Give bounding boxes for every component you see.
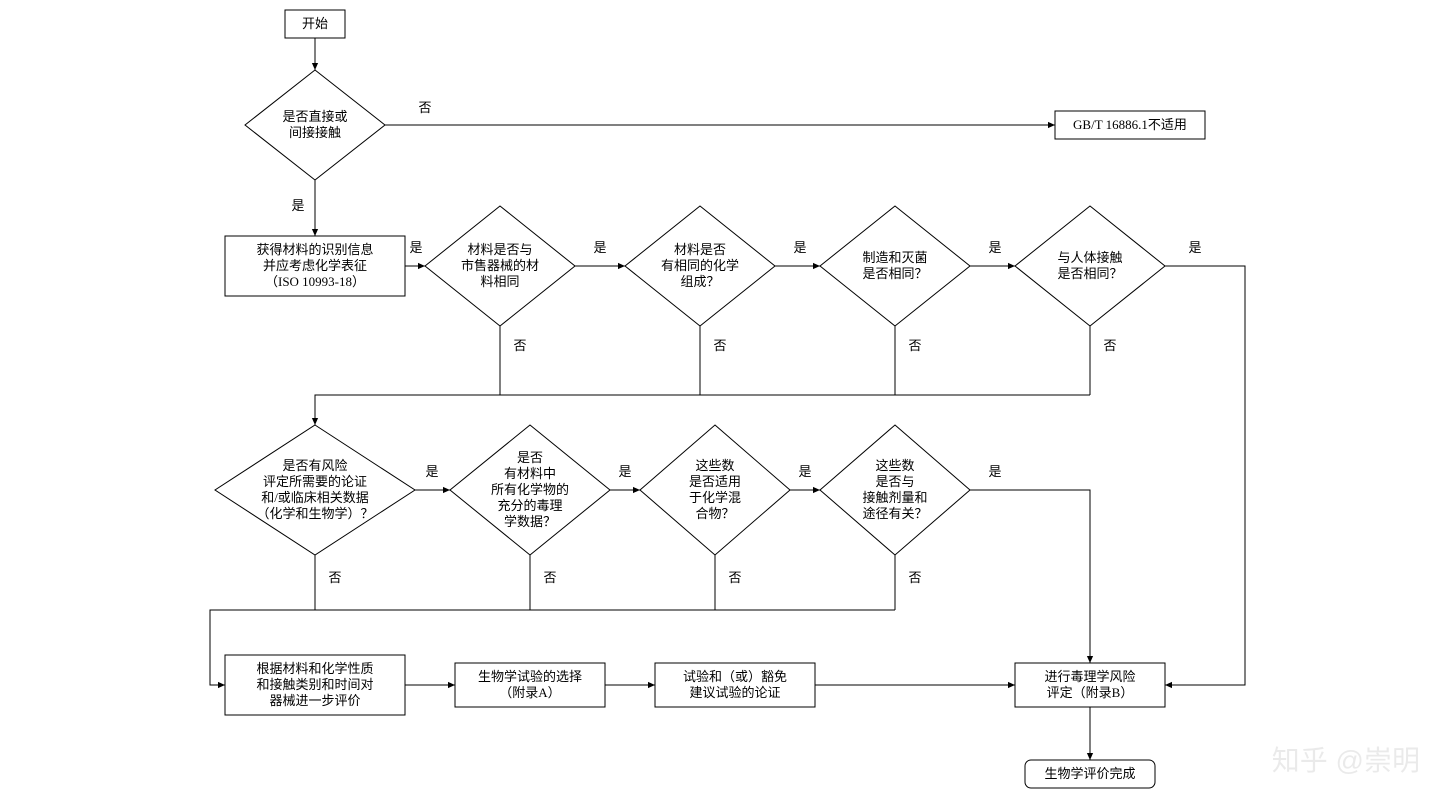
node-d_r3-text-line3: 合物？ — [695, 506, 734, 521]
node-d_contact-text-line1: 间接接触 — [289, 125, 341, 140]
edge-label-10: 否 — [908, 338, 921, 353]
node-d_m1-text-line2: 料相同 — [480, 274, 519, 289]
node-n_done-text-line0: 生物学评价完成 — [1044, 766, 1135, 781]
node-d_contact-text-line0: 是否直接或 — [282, 109, 347, 124]
node-n_iden-text-line1: 并应考虑化学表征 — [263, 258, 367, 273]
edge-label-4: 是 — [593, 240, 606, 255]
node-d_r4-text-line1: 是否与 — [875, 474, 914, 489]
node-n_just-text-line0: 试验和（或）豁免 — [683, 669, 787, 684]
node-n_iden-text-line2: （ISO 10993-18） — [265, 274, 365, 289]
edge-12 — [315, 395, 1090, 425]
node-n_eval-text-line0: 根据材料和化学性质 — [256, 661, 373, 676]
node-n_iden-text-line0: 获得材料的识别信息 — [256, 242, 373, 257]
edge-label-14: 是 — [618, 464, 631, 479]
node-d_m1-text-line0: 材料是否与 — [467, 242, 532, 257]
edge-label-18: 否 — [543, 570, 556, 585]
node-d_r1-text-line1: 评定所需要的论证 — [263, 474, 367, 489]
edge-label-15: 是 — [798, 464, 811, 479]
edge-label-13: 是 — [425, 464, 438, 479]
node-d_r2-text-line1: 有材料中 — [504, 466, 556, 481]
node-n_eval-text-line1: 和接触类别和时间对 — [256, 677, 373, 692]
node-d_r1-text-line2: 和/或临床相关数据 — [261, 490, 369, 505]
edge-label-20: 否 — [908, 570, 921, 585]
node-d_r2-text-line4: 学数据？ — [504, 514, 556, 529]
node-d_r3-text-line0: 这些数 — [695, 458, 734, 473]
node-d_r3-text-line2: 于化学混 — [689, 490, 741, 505]
node-d_m4-text-line0: 与人体接触 — [1057, 250, 1122, 265]
edge-label-9: 否 — [713, 338, 726, 353]
node-d_r2-text-line3: 充分的毒理 — [497, 498, 562, 513]
edge-label-7: 是 — [1188, 240, 1201, 255]
edge-label-2: 是 — [291, 198, 304, 213]
edge-label-6: 是 — [988, 240, 1001, 255]
edge-label-11: 否 — [1103, 338, 1116, 353]
edge-label-1: 否 — [418, 100, 431, 115]
node-n_selA-text-line0: 生物学试验的选择 — [478, 669, 582, 684]
edge-label-3: 是 — [409, 240, 422, 255]
node-d_m4-text-line1: 是否相同？ — [1057, 266, 1122, 281]
edge-7 — [1165, 266, 1245, 685]
node-n_riskB-text-line0: 进行毒理学风险 — [1044, 669, 1135, 684]
node-d_m3-text-line1: 是否相同？ — [862, 266, 927, 281]
node-n_just-text-line1: 建议试验的论证 — [689, 685, 780, 700]
edge-label-8: 否 — [513, 338, 526, 353]
edge-16 — [970, 490, 1090, 663]
node-d_m2-text-line2: 组成？ — [680, 274, 719, 289]
node-d_r2-text-line0: 是否 — [517, 450, 543, 465]
node-d_m1-text-line1: 市售器械的材 — [461, 258, 539, 273]
watermark: 知乎 @崇明 — [1272, 745, 1420, 776]
edges: 否是是是是是是否否否否是是是是否否否否 — [210, 38, 1245, 760]
node-d_r2-text-line2: 所有化学物的 — [491, 482, 569, 497]
edge-label-19: 否 — [728, 570, 741, 585]
node-n_eval-text-line2: 器械进一步评价 — [269, 693, 360, 708]
node-n_selA-text-line1: （附录A） — [499, 685, 560, 700]
node-d_m2-text-line1: 有相同的化学 — [661, 258, 739, 273]
node-d_m3-text-line0: 制造和灭菌 — [862, 250, 927, 265]
node-start-text-line0: 开始 — [302, 16, 328, 31]
node-d_r4-text-line2: 接触剂量和 — [862, 490, 927, 505]
edge-label-17: 否 — [328, 570, 341, 585]
edge-label-16: 是 — [988, 464, 1001, 479]
node-n_riskB-text-line1: 评定（附录B） — [1047, 685, 1134, 700]
flowchart-canvas: 否是是是是是是否否否否是是是是否否否否开始是否直接或间接接触GB/T 16886… — [0, 0, 1440, 810]
edge-label-5: 是 — [793, 240, 806, 255]
node-n_gb-text-line0: GB/T 16886.1不适用 — [1073, 117, 1187, 132]
node-d_r3-text-line1: 是否适用 — [689, 474, 741, 489]
node-d_r1-text-line3: （化学和生物学）？ — [256, 506, 373, 521]
node-d_r4-text-line3: 途径有关？ — [862, 506, 927, 521]
nodes: 开始是否直接或间接接触 GB/T 16886.1不适用获得材料的识别信息并应考虑化… — [215, 10, 1205, 788]
node-d_r1-text-line0: 是否有风险 — [282, 458, 347, 473]
node-d_m2-text-line0: 材料是否 — [674, 242, 726, 257]
node-d_r4-text-line0: 这些数 — [875, 458, 914, 473]
